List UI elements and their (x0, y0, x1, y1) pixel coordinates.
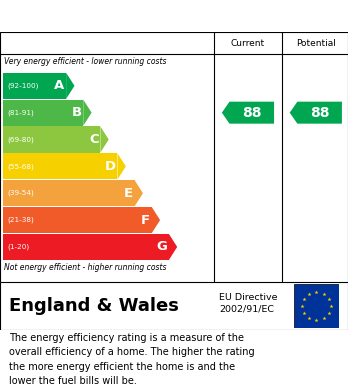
Text: (55-68): (55-68) (7, 163, 34, 170)
Text: D: D (105, 160, 116, 173)
Polygon shape (152, 207, 160, 233)
Bar (3, 100, 83, 126)
Text: 88: 88 (310, 106, 330, 120)
Text: Current: Current (231, 38, 265, 47)
Text: C: C (89, 133, 98, 146)
Text: (81-91): (81-91) (7, 109, 34, 116)
Polygon shape (169, 234, 177, 260)
Polygon shape (100, 126, 109, 152)
Polygon shape (222, 102, 274, 124)
Text: Potential: Potential (296, 38, 336, 47)
Text: (21-38): (21-38) (7, 217, 34, 223)
Text: Very energy efficient - lower running costs: Very energy efficient - lower running co… (4, 57, 167, 66)
Text: EU Directive
2002/91/EC: EU Directive 2002/91/EC (219, 293, 278, 314)
Text: E: E (124, 187, 133, 200)
Bar (3, 180, 135, 206)
Text: B: B (71, 106, 81, 119)
Text: (69-80): (69-80) (7, 136, 34, 143)
Text: Not energy efficient - higher running costs: Not energy efficient - higher running co… (4, 263, 167, 272)
Text: A: A (54, 79, 64, 92)
Text: (92-100): (92-100) (7, 83, 38, 89)
Polygon shape (118, 153, 126, 179)
Text: G: G (156, 240, 167, 253)
Text: England & Wales: England & Wales (9, 297, 179, 315)
Bar (3, 153, 118, 179)
Bar (3, 207, 152, 233)
Bar (3, 234, 169, 260)
Polygon shape (135, 180, 143, 206)
Bar (3, 73, 66, 99)
Bar (3, 126, 100, 152)
Text: (1-20): (1-20) (7, 244, 29, 250)
Text: The energy efficiency rating is a measure of the
overall efficiency of a home. T: The energy efficiency rating is a measur… (9, 333, 254, 386)
Polygon shape (83, 100, 92, 126)
Text: F: F (141, 213, 150, 227)
Polygon shape (66, 73, 74, 99)
Text: (39-54): (39-54) (7, 190, 34, 197)
Text: 88: 88 (242, 106, 262, 120)
Text: Energy Efficiency Rating: Energy Efficiency Rating (9, 9, 219, 24)
Polygon shape (290, 102, 342, 124)
